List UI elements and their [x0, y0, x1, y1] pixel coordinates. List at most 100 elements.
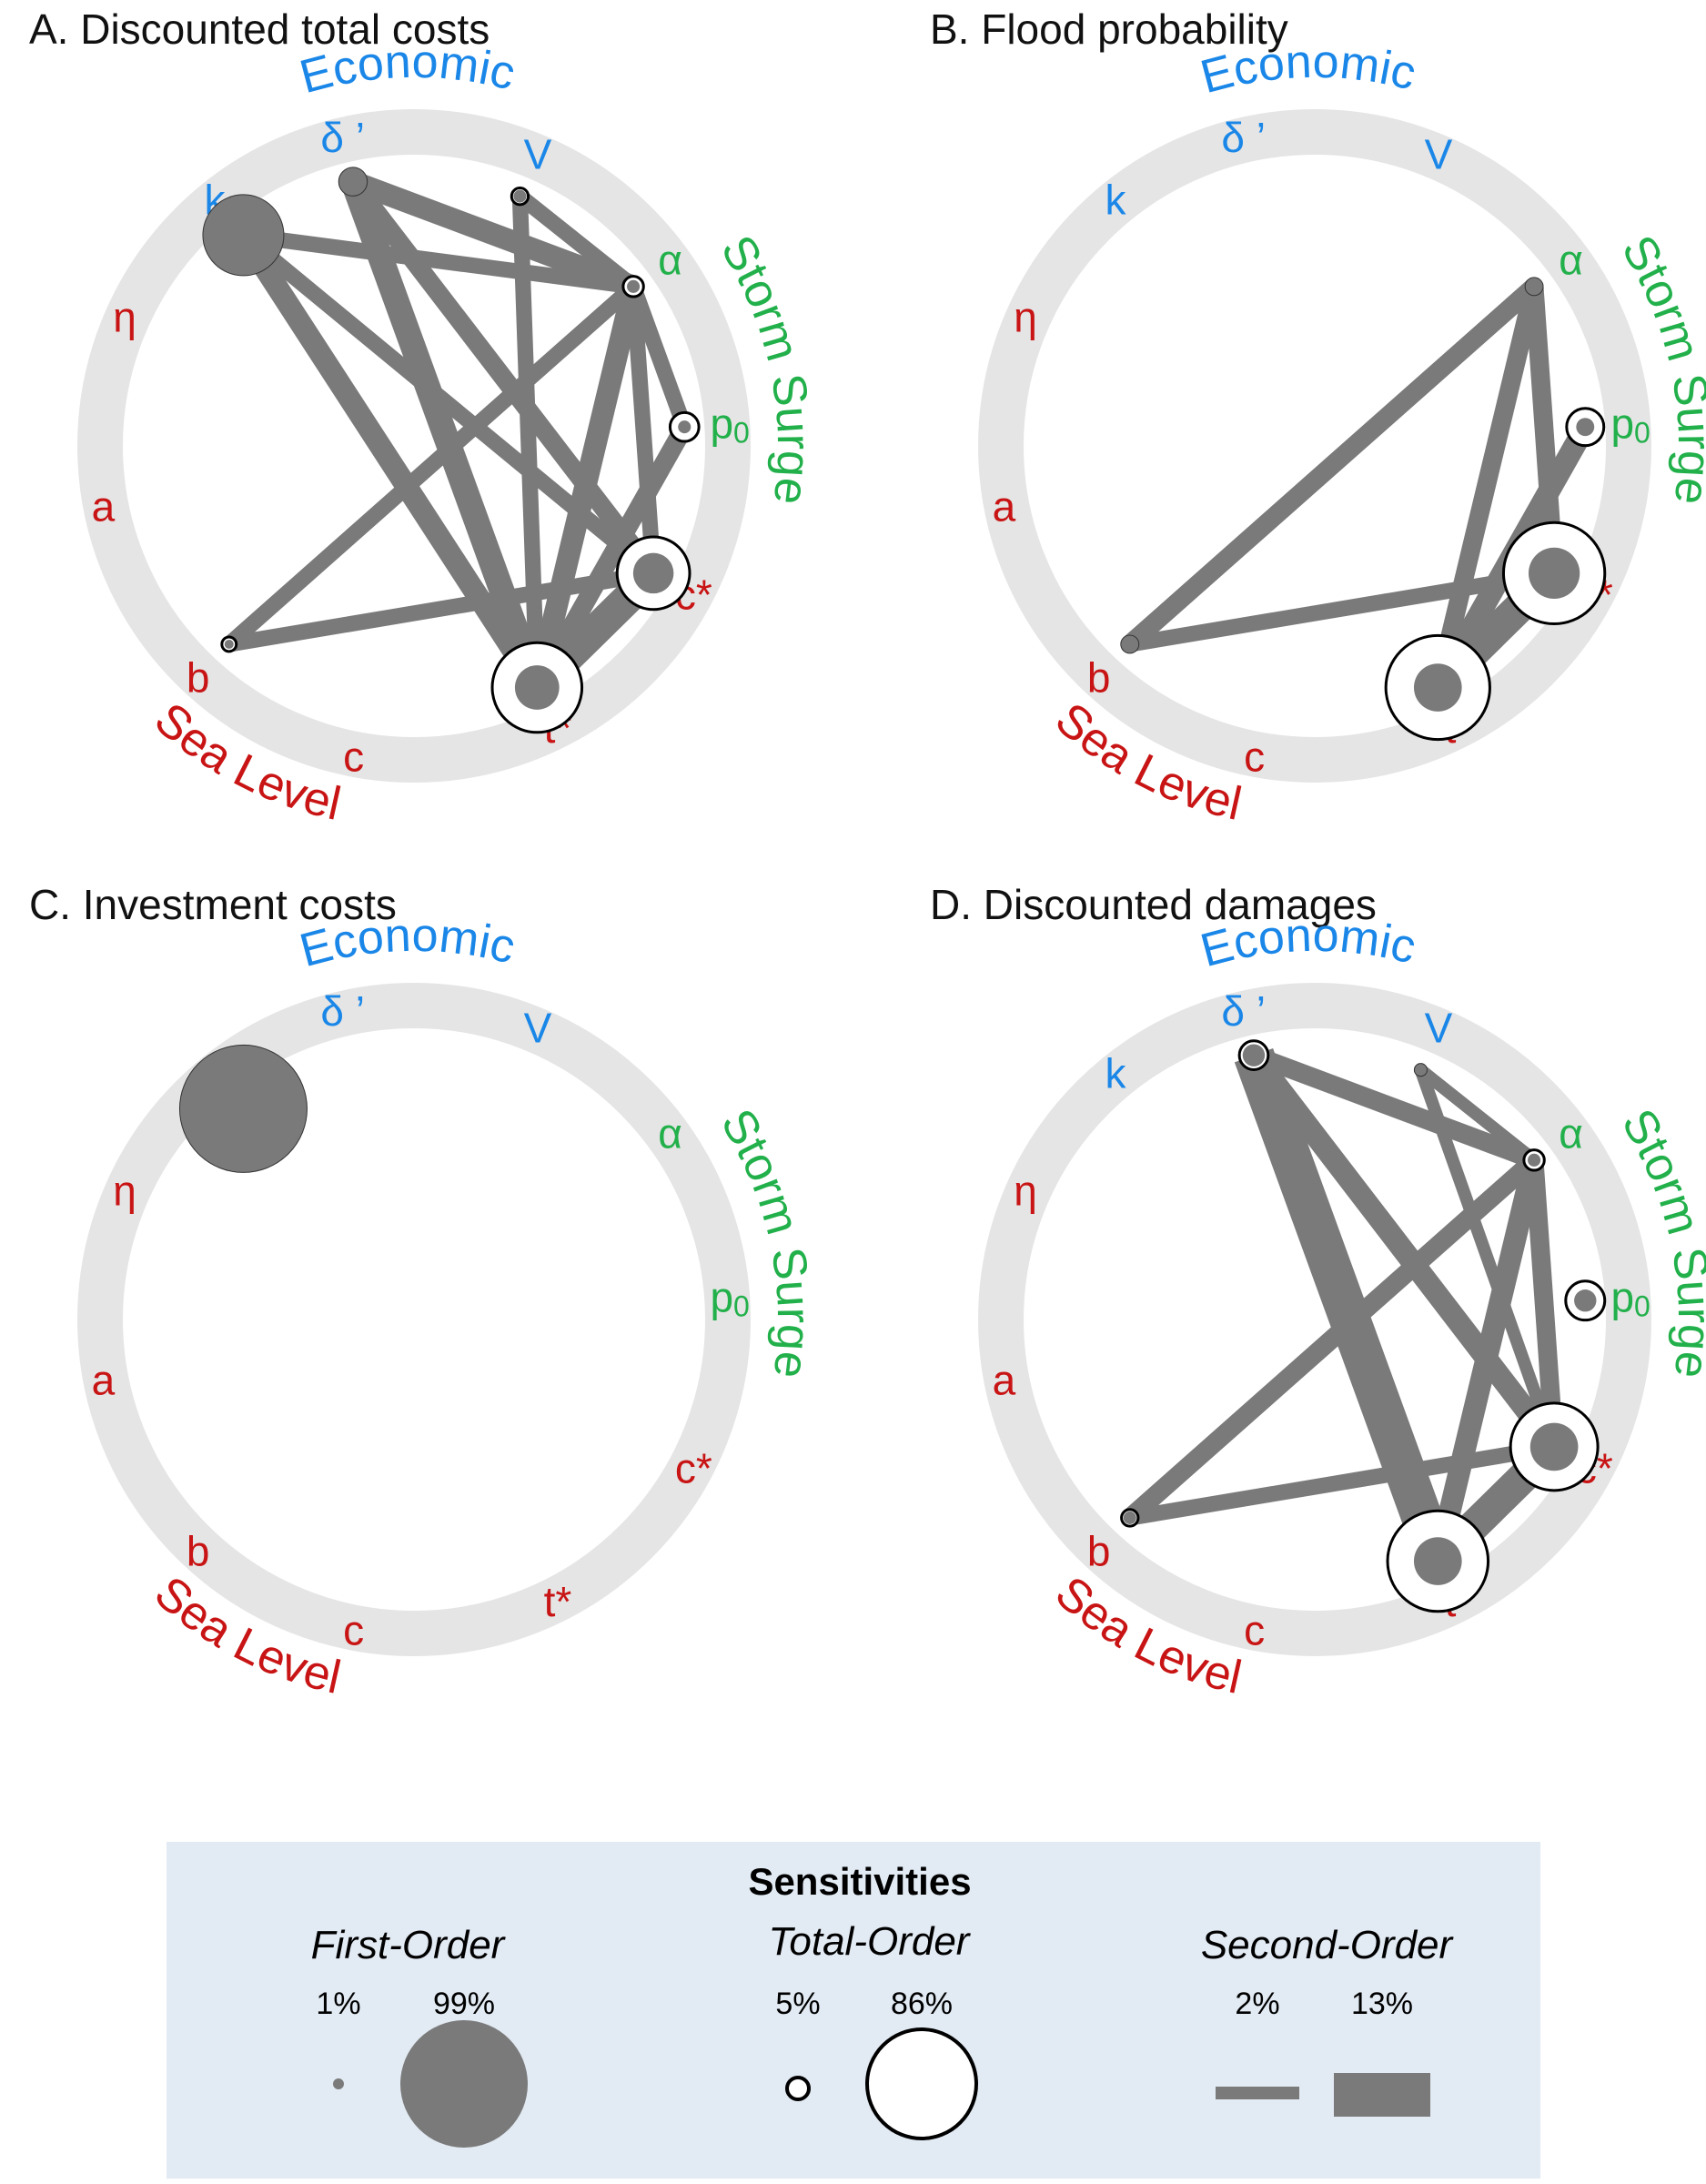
edge-delta-alpha: [348, 171, 638, 298]
edge-V-alpha: [515, 189, 639, 293]
param-symbol: a: [92, 1356, 116, 1403]
param-label-V: V: [1425, 131, 1453, 178]
legend-total-order-max: 86%: [891, 1987, 953, 2021]
param-label-a: a: [993, 1356, 1016, 1403]
param-label-k: k: [1105, 177, 1126, 224]
param-symbol: η: [1014, 1167, 1037, 1214]
node-first-order-p0: [678, 420, 691, 434]
param-symbol: V: [1425, 1005, 1453, 1052]
param-label-V: V: [1425, 1005, 1453, 1052]
param-label-b: b: [1087, 1528, 1111, 1575]
param-symbol: p: [1610, 400, 1634, 448]
param-symbol: δ ’: [320, 114, 365, 161]
node-first-order-k: [202, 194, 285, 277]
panel-title: C. Investment costs: [29, 881, 397, 928]
param-symbol: V: [1425, 131, 1453, 178]
param-label-b: b: [187, 654, 210, 702]
param-label-c: c: [1244, 1607, 1265, 1654]
legend-first-order-label: First-Order: [311, 1923, 507, 1967]
param-symbol: a: [993, 482, 1016, 530]
edge-alpha-tstar: [526, 284, 644, 691]
param-subscript: 0: [1634, 417, 1650, 450]
node-first-order-cstar: [1529, 1422, 1579, 1471]
edge-delta-alpha: [1250, 1046, 1538, 1169]
panel-title: D. Discounted damages: [930, 881, 1377, 928]
node-first-order-p0: [1576, 418, 1595, 437]
param-symbol: k: [1105, 177, 1126, 224]
param-subscript: 0: [733, 417, 750, 450]
param-symbol: η: [113, 293, 136, 340]
param-label-delta: δ ’: [320, 987, 365, 1035]
param-symbol: c*: [675, 1444, 712, 1491]
param-label-eta: η: [113, 1167, 136, 1214]
param-symbol: b: [1087, 1528, 1111, 1575]
edge-alpha-b: [224, 280, 639, 651]
edge-b-cstar: [227, 565, 655, 652]
param-label-cstar: c*: [675, 1444, 712, 1491]
legend-background: [167, 1842, 1540, 2179]
param-symbol: b: [187, 1528, 210, 1575]
node-first-order-k: [178, 1044, 308, 1173]
param-label-c: c: [343, 733, 364, 781]
param-symbol: c: [1244, 1607, 1265, 1654]
node-first-order-alpha: [627, 279, 641, 293]
param-label-c: c: [1244, 733, 1265, 781]
node-first-order-alpha: [1524, 277, 1544, 297]
node-first-order-tstar: [1413, 1537, 1462, 1585]
param-label-a: a: [92, 1356, 116, 1403]
legend-second-order-label: Second-Order: [1201, 1923, 1455, 1967]
legend-title: Sensitivities: [748, 1860, 971, 1903]
param-label-V: V: [524, 131, 552, 178]
param-label-p0: p0: [1610, 1274, 1650, 1323]
edge-k-tstar: [234, 228, 547, 694]
legend-first-order-min-circle: [333, 2078, 344, 2089]
legend-first-order-max: 99%: [433, 1987, 495, 2021]
node-first-order-b: [1123, 1511, 1136, 1524]
node-first-order-V: [1413, 1063, 1428, 1077]
edge-b-cstar: [1128, 565, 1556, 652]
edge-b-cstar: [1128, 1439, 1556, 1526]
param-label-c: c: [343, 1607, 364, 1654]
parameter-ring: [77, 109, 751, 783]
param-subscript: 0: [1634, 1290, 1650, 1323]
param-symbol: a: [92, 482, 116, 530]
param-symbol: α: [658, 236, 682, 283]
param-symbol: α: [1559, 1109, 1583, 1157]
node-first-order-V: [513, 189, 527, 203]
param-label-eta: η: [1014, 1167, 1037, 1214]
param-label-eta: η: [113, 293, 136, 340]
param-symbol: V: [524, 131, 552, 178]
node-first-order-tstar: [514, 665, 560, 710]
edge-delta-cstar: [345, 176, 661, 580]
edge-delta-cstar: [1245, 1048, 1563, 1454]
param-label-delta: δ ’: [1221, 987, 1266, 1035]
param-symbol: α: [658, 1109, 682, 1157]
param-label-alpha: α: [658, 236, 682, 283]
param-symbol: η: [113, 1167, 136, 1214]
node-first-order-delta: [338, 167, 368, 197]
edge-V-alpha: [1417, 1065, 1539, 1166]
param-symbol: b: [187, 654, 210, 702]
param-symbol: p: [710, 1274, 733, 1321]
param-label-tstar: t*: [544, 1578, 572, 1625]
legend-first-order-min: 1%: [316, 1987, 360, 2021]
legend: Sensitivities First-Order 1% 99% Total-O…: [167, 1842, 1540, 2179]
parameter-ring: [978, 109, 1651, 783]
legend-first-order-max-circle: [400, 2020, 528, 2148]
edge-alpha-cstar: [625, 286, 661, 574]
param-label-p0: p0: [710, 1274, 749, 1323]
param-label-k: k: [1105, 1050, 1126, 1097]
param-symbol: t*: [544, 1578, 572, 1625]
param-symbol: b: [1087, 654, 1111, 702]
param-label-alpha: α: [658, 1109, 682, 1157]
param-label-b: b: [187, 1528, 210, 1575]
node-first-order-p0: [1574, 1289, 1597, 1312]
param-symbol: η: [1014, 293, 1037, 340]
legend-total-order-label: Total-Order: [769, 1919, 972, 1964]
param-subscript: 0: [733, 1290, 750, 1323]
